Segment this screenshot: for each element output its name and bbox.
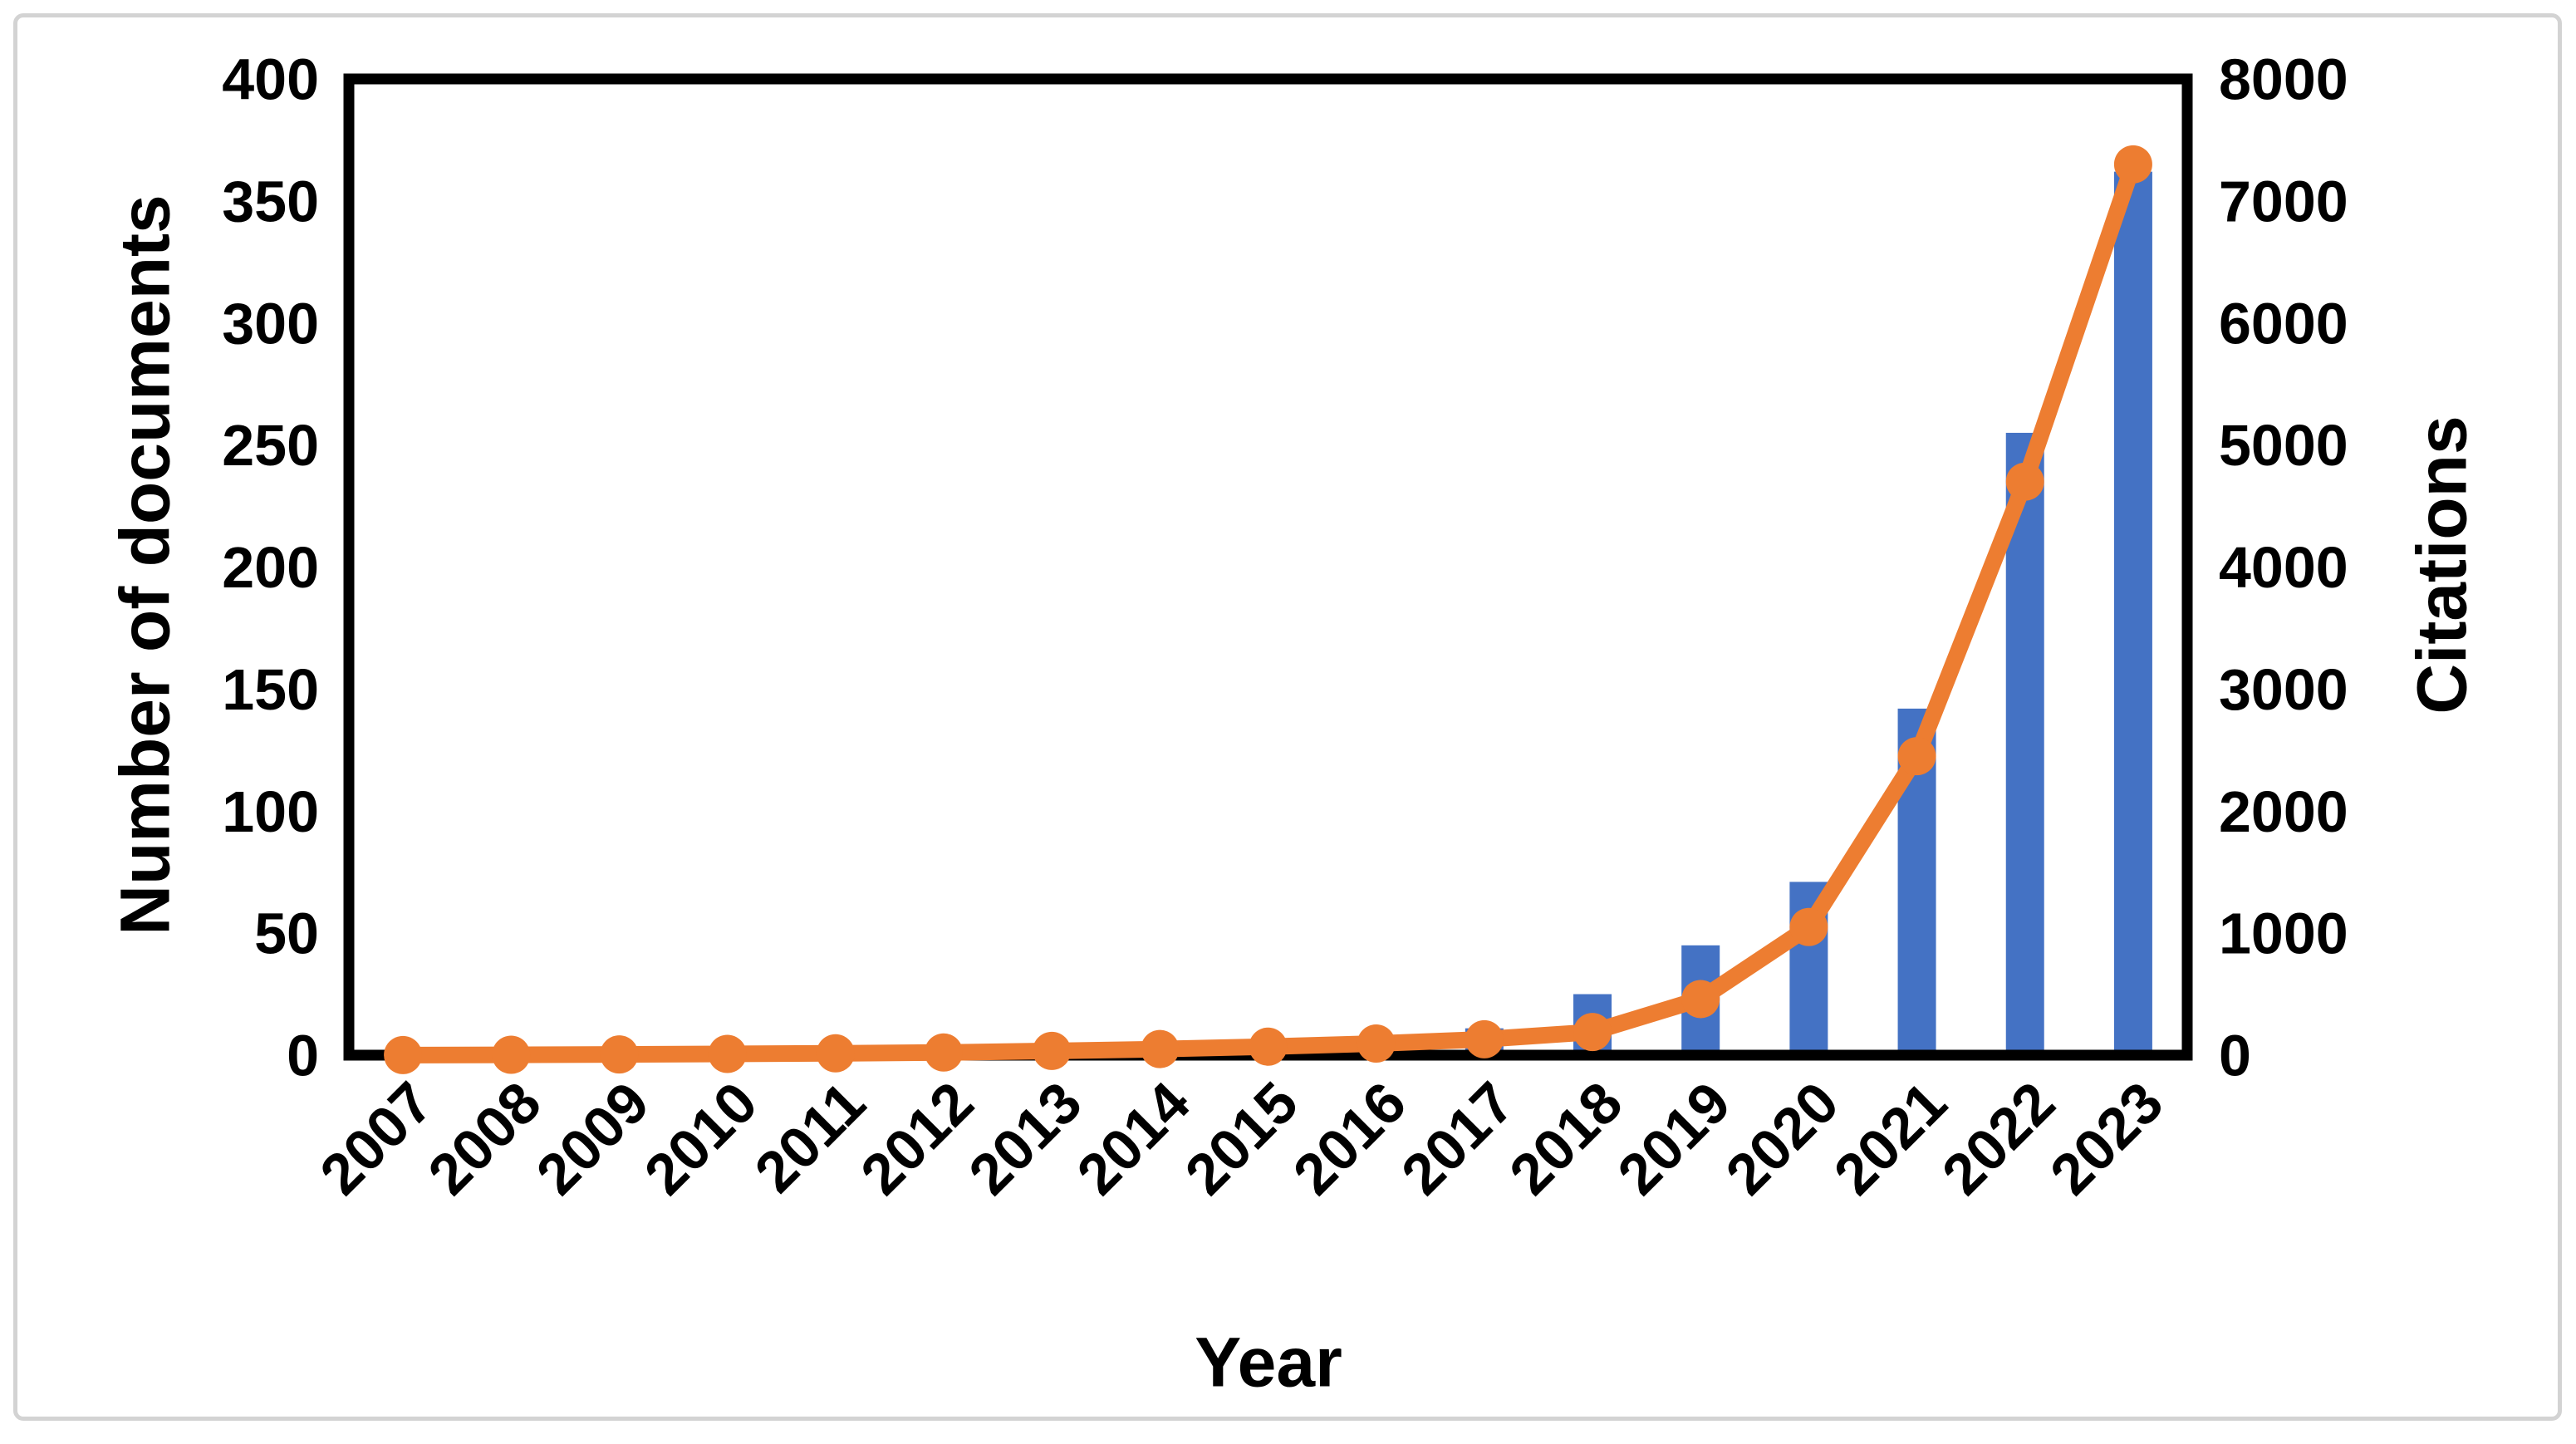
left-tick-50: 50 — [254, 901, 319, 966]
x-tick-2012: 2012 — [848, 1069, 985, 1206]
left-tick-0: 0 — [287, 1024, 319, 1088]
right-tick-1000: 1000 — [2219, 901, 2348, 966]
x-tick-2015: 2015 — [1173, 1069, 1310, 1206]
citations-marker-2020 — [1789, 907, 1828, 946]
x-tick-2008: 2008 — [416, 1069, 553, 1206]
x-tick-2023: 2023 — [2038, 1069, 2175, 1206]
citations-marker-2017 — [1465, 1019, 1504, 1058]
x-tick-2022: 2022 — [1930, 1069, 2067, 1206]
citations-marker-2012 — [924, 1033, 963, 1072]
citations-marker-2016 — [1357, 1024, 1396, 1063]
right-tick-8000: 8000 — [2219, 47, 2348, 112]
citations-marker-2010 — [708, 1034, 747, 1073]
left-tick-350: 350 — [222, 169, 319, 233]
citations-marker-2019 — [1681, 980, 1720, 1019]
x-tick-2021: 2021 — [1822, 1069, 1959, 1206]
citations-line — [395, 155, 2142, 1063]
x-tick-2019: 2019 — [1606, 1069, 1743, 1206]
x-tick-2009: 2009 — [524, 1069, 661, 1206]
x-tick-2017: 2017 — [1389, 1069, 1526, 1206]
left-tick-300: 300 — [222, 291, 319, 356]
y-axis-title-right: Citations — [2402, 415, 2481, 715]
citations-marker-2021 — [1897, 737, 1936, 776]
left-tick-150: 150 — [222, 657, 319, 722]
citations-marker-2023 — [2113, 145, 2152, 184]
citations-marker-2009 — [600, 1035, 639, 1074]
right-tick-5000: 5000 — [2219, 413, 2348, 478]
x-tick-2018: 2018 — [1497, 1069, 1634, 1206]
right-tick-4000: 4000 — [2219, 535, 2348, 600]
x-tick-2010: 2010 — [632, 1069, 769, 1206]
citations-marker-2008 — [492, 1035, 531, 1074]
x-tick-2007: 2007 — [307, 1069, 444, 1206]
x-axis-title: Year — [1195, 1323, 1342, 1402]
x-tick-2011: 2011 — [743, 1069, 878, 1205]
citations-marker-2022 — [2005, 462, 2044, 501]
left-tick-200: 200 — [222, 535, 319, 600]
left-tick-250: 250 — [222, 413, 319, 478]
bar-2023 — [2113, 171, 2152, 1055]
x-tick-2013: 2013 — [956, 1069, 1093, 1206]
y-axis-title-left: Number of documents — [105, 194, 184, 936]
right-tick-3000: 3000 — [2219, 657, 2348, 722]
x-tick-2016: 2016 — [1281, 1069, 1418, 1206]
right-tick-6000: 6000 — [2219, 291, 2348, 356]
citations-marker-2014 — [1141, 1029, 1180, 1068]
citations-marker-2018 — [1573, 1013, 1612, 1052]
right-tick-0: 0 — [2219, 1024, 2251, 1088]
citations-marker-2011 — [816, 1034, 855, 1073]
right-tick-2000: 2000 — [2219, 779, 2348, 844]
x-tick-2020: 2020 — [1714, 1069, 1851, 1206]
x-tick-2014: 2014 — [1065, 1069, 1202, 1206]
citations-marker-2007 — [384, 1035, 423, 1074]
left-tick-400: 400 — [222, 47, 319, 112]
right-tick-7000: 7000 — [2219, 169, 2348, 233]
citations-marker-2015 — [1249, 1027, 1288, 1066]
citations-marker-2013 — [1033, 1031, 1072, 1070]
left-tick-100: 100 — [222, 779, 319, 844]
